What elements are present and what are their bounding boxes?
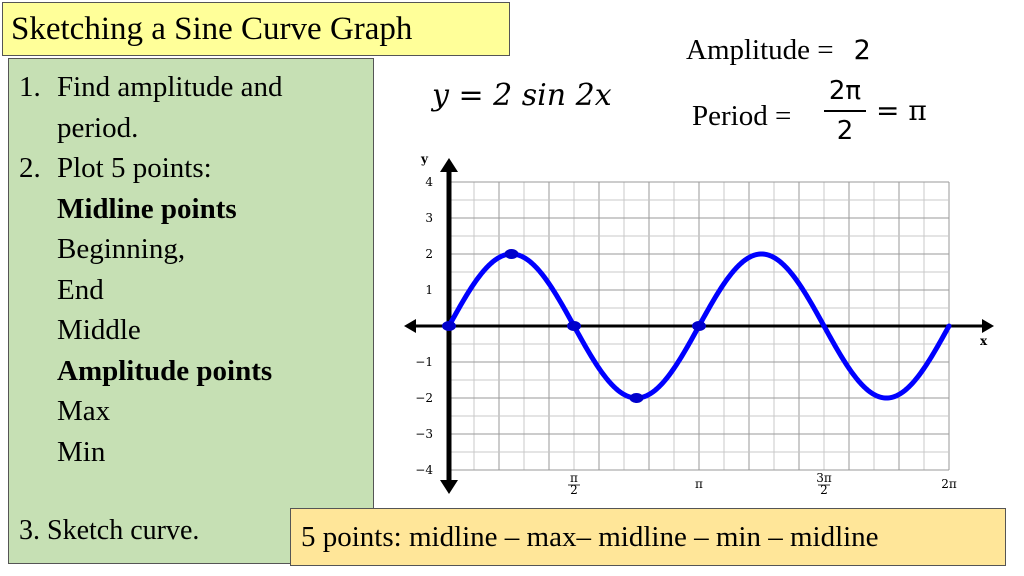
step-2-line-1: 2. Plot 5 points: xyxy=(19,148,283,189)
y-tick-label: −1 xyxy=(415,355,433,369)
x-axis-label: x xyxy=(980,334,988,348)
midline-heading: Midline points xyxy=(19,189,283,230)
max-text: Max xyxy=(57,395,111,427)
step-1-line-1: 1. Find amplitude and xyxy=(19,67,283,108)
period-result: = π xyxy=(876,94,927,127)
y-tick-label: 1 xyxy=(425,283,433,297)
x-axis-arrow-left xyxy=(404,319,416,333)
step-3: 3. Sketch curve. xyxy=(19,515,200,546)
y-axis-arrow-up xyxy=(440,158,458,172)
step-1-text: Find amplitude and xyxy=(57,71,283,103)
step-1-line-2: period. xyxy=(19,108,283,149)
min-item: Min xyxy=(19,432,283,473)
min-text: Min xyxy=(57,435,106,468)
steps-list: 1. Find amplitude and period. 2. Plot 5 po… xyxy=(19,67,283,472)
amplitude-line: Amplitude = 2 xyxy=(686,34,871,67)
middle-item: Middle xyxy=(19,310,283,351)
midline-heading-text: Midline points xyxy=(57,192,237,225)
max-item: Max xyxy=(19,391,283,432)
y-axis-label: y xyxy=(420,152,429,166)
y-tick-label: −2 xyxy=(415,391,433,405)
amplitude-value: 2 xyxy=(853,35,871,66)
end-text: End xyxy=(57,273,104,306)
x-axis-arrow-right xyxy=(982,319,994,333)
x-tick-label: 3π xyxy=(816,471,832,485)
x-tick-label-denominator: 2 xyxy=(570,483,578,497)
beginning-text: Beginning, xyxy=(57,233,186,265)
x-tick-label: 2π xyxy=(941,477,957,491)
end-item: End xyxy=(19,270,283,311)
plotted-point xyxy=(567,321,581,331)
amplitude-heading-text: Amplitude points xyxy=(57,354,273,387)
y-tick-label: 3 xyxy=(425,211,433,225)
middle-text: Middle xyxy=(57,314,141,346)
plotted-point xyxy=(692,321,706,331)
period-denominator: 2 xyxy=(836,116,854,146)
step-1-number: 1. xyxy=(19,71,41,103)
x-tick-label: π xyxy=(695,477,703,491)
period-label: Period = xyxy=(692,100,792,132)
step-1-text-cont: period. xyxy=(57,111,139,144)
amplitude-label: Amplitude = xyxy=(686,34,834,66)
x-tick-label: π xyxy=(570,471,578,485)
period-fraction: 2π 2 xyxy=(822,74,868,148)
steps-panel: 1. Find amplitude and period. 2. Plot 5 po… xyxy=(8,58,374,564)
amplitude-heading: Amplitude points xyxy=(19,351,283,392)
step-2-text: Plot 5 points: xyxy=(57,152,212,184)
fraction-bar xyxy=(824,110,866,112)
bottom-note: 5 points: midline – max– midline – min –… xyxy=(290,508,1006,566)
y-tick-label: −4 xyxy=(415,463,433,477)
step-2-number: 2. xyxy=(19,152,41,184)
plotted-point xyxy=(504,249,519,259)
equation: y = 2 sin 2x xyxy=(432,78,612,113)
plotted-point xyxy=(629,393,644,403)
beginning-item: Beginning, xyxy=(19,229,283,270)
period-numerator: 2π xyxy=(828,76,862,106)
plotted-point xyxy=(442,321,456,331)
y-tick-label: 4 xyxy=(425,175,433,189)
plotted-points xyxy=(442,249,706,403)
y-axis-arrow-down xyxy=(440,480,458,494)
y-tick-label: 2 xyxy=(425,247,433,261)
x-tick-label-denominator: 2 xyxy=(820,483,828,497)
slide-title: Sketching a Sine Curve Graph xyxy=(2,2,510,56)
y-tick-label: −3 xyxy=(415,427,433,441)
